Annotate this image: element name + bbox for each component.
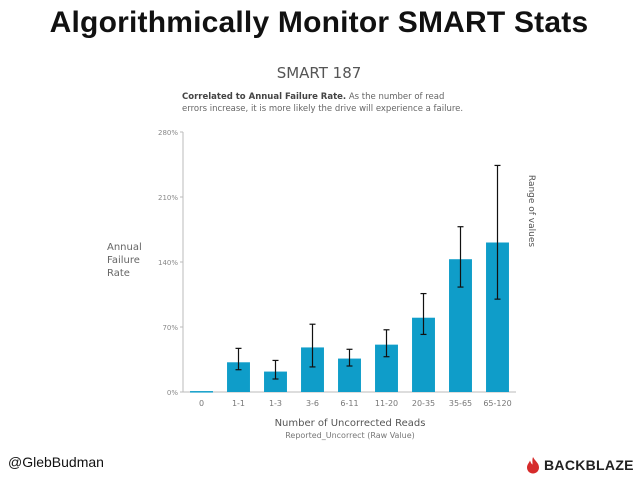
x-axis-sublabel: Reported_Uncorrect (Raw Value): [285, 431, 415, 440]
x-tick-label: 0: [199, 399, 204, 408]
slide-title: Algorithmically Monitor SMART Stats: [49, 6, 589, 39]
y-tick-label: 0%: [167, 389, 178, 397]
brand-name: BACKBLAZE: [544, 457, 634, 473]
y-tick-label: 210%: [158, 194, 178, 202]
bar: [486, 242, 509, 392]
y-axis-label: Annual Failure Rate: [107, 242, 142, 279]
y-tick-label: 280%: [158, 129, 178, 137]
bar: [301, 347, 324, 392]
bar: [449, 259, 472, 392]
chart-title: SMART 187: [276, 64, 362, 82]
x-tick-label: 20-35: [412, 399, 435, 408]
author-handle: @GlebBudman: [8, 454, 104, 470]
chart-subtitle: Correlated to Annual Failure Rate. As th…: [182, 91, 472, 115]
y-tick-label: 70%: [162, 324, 178, 332]
bar: [264, 371, 287, 392]
chart-subtitle-bold: Correlated to Annual Failure Rate.: [182, 92, 347, 102]
x-tick-label: 1-1: [232, 399, 245, 408]
x-tick-label: 3-6: [306, 399, 319, 408]
bar: [227, 362, 250, 392]
chart-subtitle-rest: As the number of read errors increase, i…: [182, 92, 464, 114]
y-tick-label: 140%: [158, 259, 178, 267]
x-tick-label: 11-20: [375, 399, 398, 408]
x-tick-label: 1-3: [269, 399, 282, 408]
bar: [190, 391, 213, 393]
bar: [375, 344, 398, 392]
x-tick-label: 6-11: [340, 399, 358, 408]
x-tick-label: 65-120: [483, 399, 511, 408]
x-axis-label: Number of Uncorrected Reads: [274, 418, 426, 429]
flame-icon: [527, 457, 539, 474]
bar: [338, 358, 361, 392]
bar: [412, 317, 435, 392]
x-tick-label: 35-65: [449, 399, 472, 408]
backblaze-logo: BACKBLAZE: [526, 456, 634, 474]
